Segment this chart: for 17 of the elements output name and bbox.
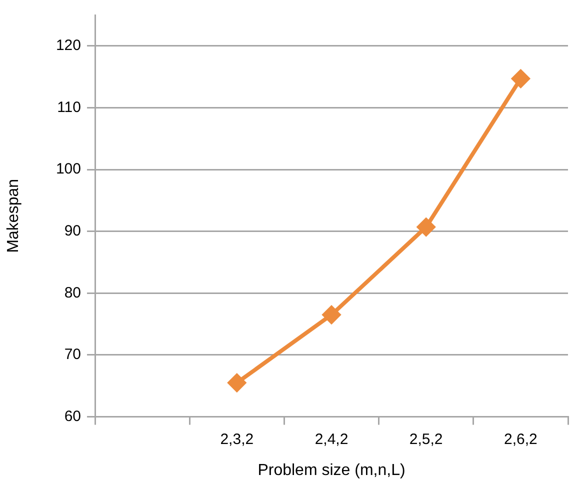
y-tick-label: 80 <box>64 284 81 302</box>
y-tick-label: 120 <box>56 37 81 54</box>
y-tick-label: 70 <box>64 346 81 364</box>
point <box>417 218 436 236</box>
point <box>322 306 340 324</box>
point <box>228 374 246 392</box>
point <box>512 70 530 88</box>
y-tick-label: 110 <box>57 98 81 116</box>
y-axis-title: Makespan <box>5 178 22 253</box>
x-tick-label: 2,5,2 <box>409 430 443 448</box>
x-tick-label: 2,4,2 <box>314 430 348 448</box>
x-tick-label: 2,3,2 <box>220 430 254 448</box>
y-tick-label: 100 <box>56 160 81 178</box>
x-tick-label: 2,6,2 <box>504 430 538 448</box>
y-tick-label: 60 <box>64 408 81 425</box>
x-axis-title: Problem size (m,n,L) <box>258 462 406 479</box>
y-tick-label: 90 <box>64 222 81 240</box>
